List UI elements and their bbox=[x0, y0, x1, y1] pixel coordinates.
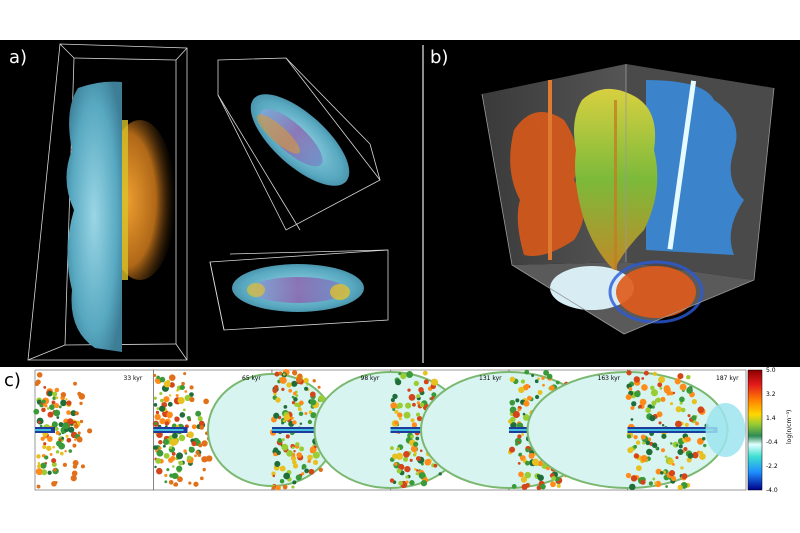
colorbar-tick: -2.2 bbox=[766, 463, 778, 470]
time-series-strip bbox=[33, 368, 747, 491]
panel-b-box-edges bbox=[481, 64, 775, 335]
panel-a-render bbox=[27, 43, 389, 361]
colorbar-tick: 5.0 bbox=[766, 367, 776, 374]
snapshot-frame bbox=[526, 369, 747, 491]
diagonal-jet-view bbox=[250, 94, 350, 186]
panel-b-render bbox=[481, 64, 775, 335]
panel-divider bbox=[422, 45, 424, 363]
panel-b-label: b) bbox=[430, 47, 449, 68]
colorbar-tick: 1.4 bbox=[766, 415, 776, 422]
snapshot-time-label: 131 kyr bbox=[479, 375, 502, 382]
floor-projection-blue-rim bbox=[608, 260, 704, 324]
colorbar-tick: -0.4 bbox=[766, 439, 778, 446]
left-wall-projection bbox=[510, 112, 584, 256]
colorbar bbox=[747, 369, 763, 491]
left-wall-jet bbox=[548, 80, 552, 260]
box-wireframe-diagonal bbox=[217, 57, 381, 231]
floor-projection-white bbox=[550, 266, 634, 310]
snapshot-frame bbox=[33, 369, 154, 491]
box-wireframe-main bbox=[27, 43, 188, 361]
blue-cloud-half bbox=[66, 81, 122, 352]
snapshot-time-label: 163 kyr bbox=[597, 375, 621, 382]
snapshot-time-label: 65 kyr bbox=[242, 375, 261, 382]
right-wall-projection bbox=[646, 80, 744, 255]
snapshot-time-label: 98 kyr bbox=[360, 375, 380, 382]
colorbar-title: log(n/cm⁻³) bbox=[786, 409, 793, 444]
right-wall-jet bbox=[667, 80, 697, 250]
box-wireframe-flat bbox=[209, 249, 389, 331]
panel-a-label: a) bbox=[9, 47, 28, 68]
snapshot-time-label: 187 kyr bbox=[716, 375, 739, 382]
time-series-svg bbox=[33, 368, 747, 491]
yellow-edge bbox=[120, 120, 128, 280]
floor-projection-orange bbox=[616, 266, 696, 318]
snapshot-time-label: 33 kyr bbox=[123, 375, 143, 382]
colorbar-tick: -4.0 bbox=[766, 487, 778, 494]
flat-jet-view bbox=[232, 264, 364, 312]
colorbar-tick: 3.2 bbox=[766, 391, 776, 398]
panel-c-label: c) bbox=[4, 370, 21, 391]
plume-jet bbox=[614, 100, 617, 270]
